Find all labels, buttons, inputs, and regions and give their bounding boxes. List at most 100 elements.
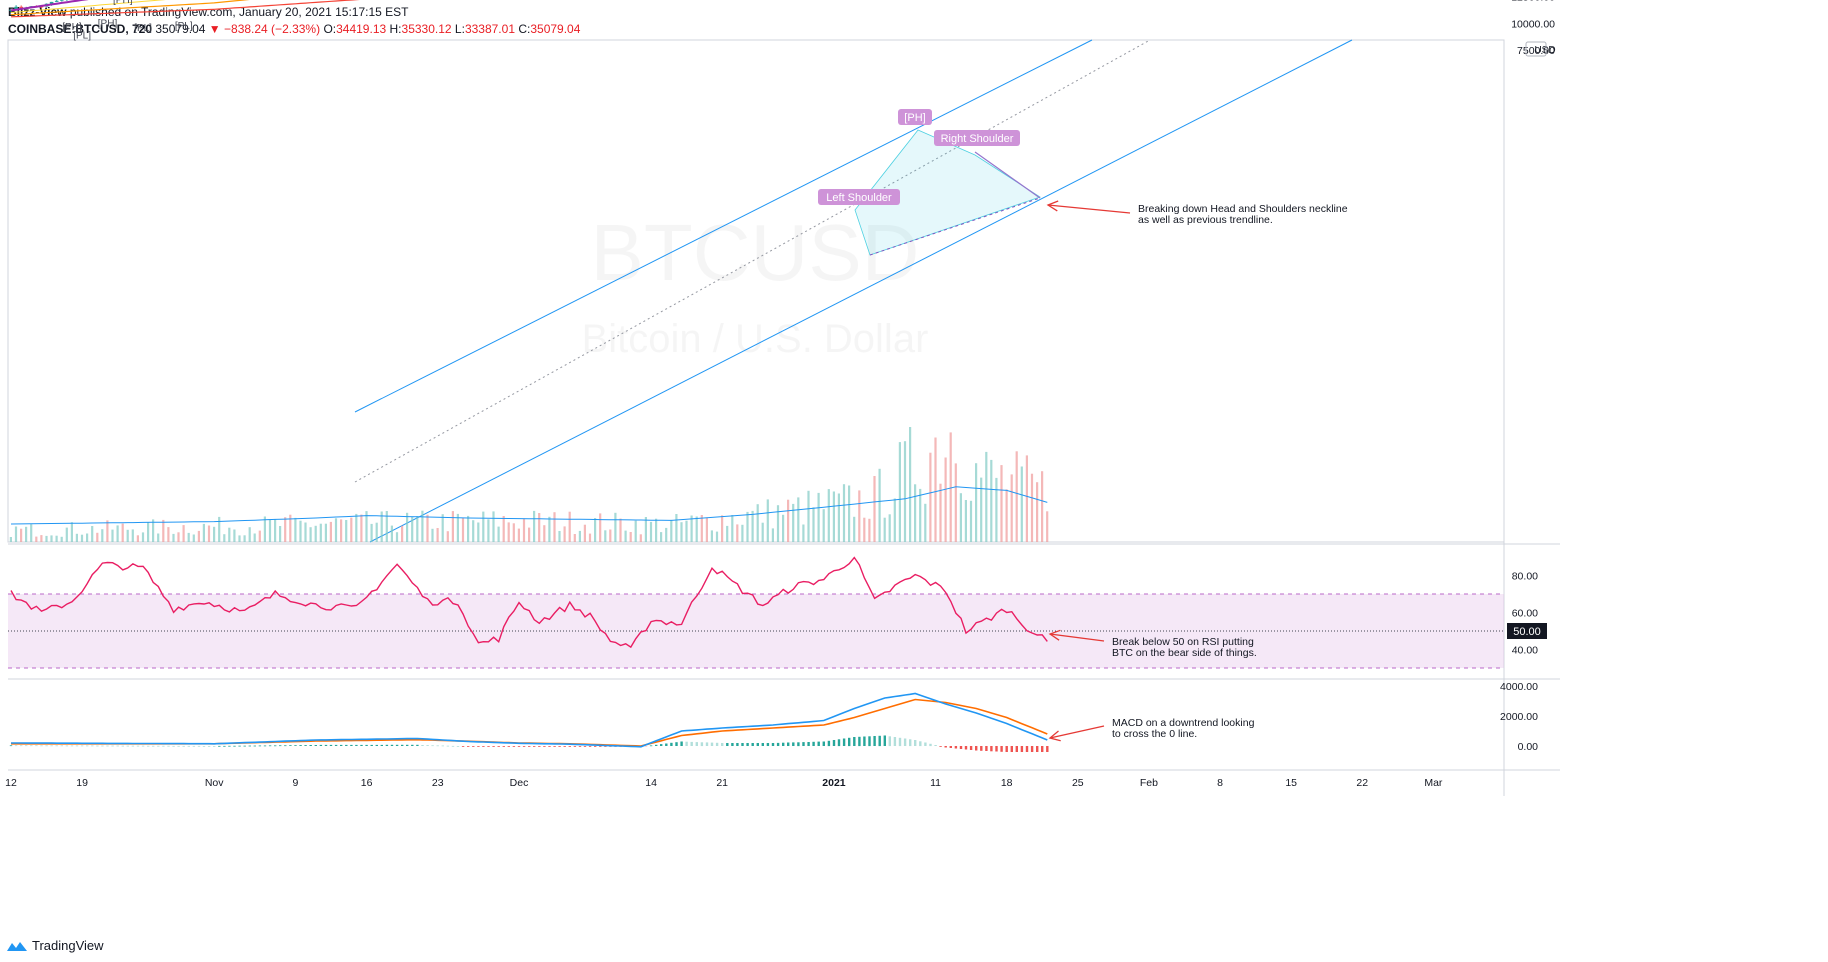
volume-bar xyxy=(903,441,907,542)
macd-histogram-bar xyxy=(213,746,216,747)
volume-bar xyxy=(705,517,708,542)
price-unit-box[interactable] xyxy=(1525,41,1547,57)
volume-bar xyxy=(832,491,835,542)
open-label: O: xyxy=(323,22,337,36)
volume-bar xyxy=(187,532,190,542)
macd-histogram-bar xyxy=(1005,746,1008,752)
macd-histogram-bar xyxy=(365,744,368,746)
open-value: 34419.13 xyxy=(336,22,387,36)
volume-bar xyxy=(634,520,637,542)
footer-brand[interactable]: TradingView xyxy=(32,938,104,953)
channel-upper-line[interactable] xyxy=(354,39,1093,413)
volume-bar xyxy=(995,477,998,542)
macd-line[interactable] xyxy=(11,692,1048,748)
price-annotation[interactable]: Breaking down Head and Shoulders necklin… xyxy=(1138,203,1348,226)
head-shoulders-shape[interactable] xyxy=(854,129,1041,256)
candle-body[interactable] xyxy=(19,6,23,9)
macd-histogram-bar xyxy=(60,745,63,747)
tradingview-logo-icon xyxy=(7,941,27,951)
low-value: 33387.01 xyxy=(464,22,515,36)
published-text: published on TradingView.com, January 20… xyxy=(69,5,409,19)
macd-histogram-bar xyxy=(334,744,338,746)
macd-histogram-bar xyxy=(162,745,165,747)
volume-bar xyxy=(883,517,886,542)
volume-bar xyxy=(599,513,602,542)
macd-histogram-bar xyxy=(827,740,831,747)
volume-bar xyxy=(934,437,937,542)
macd-tick-label: 2000.00 xyxy=(1500,711,1538,723)
high-value: 35330.12 xyxy=(401,22,452,36)
candle-body[interactable] xyxy=(49,1,54,4)
volume-bar xyxy=(253,533,256,542)
ohlc-legend: COINBASE:BTCUSD, 720 35079.04 ▼ −838.24 … xyxy=(8,22,580,36)
volume-bar xyxy=(487,519,490,542)
time-tick-label: 22 xyxy=(1356,777,1368,789)
macd-annotation-line: MACD on a downtrend looking xyxy=(1112,717,1255,729)
macd-histogram-bar xyxy=(1010,746,1013,752)
macd-histogram-bar xyxy=(649,745,653,747)
macd-histogram-bar xyxy=(294,745,297,746)
time-tick-label: 15 xyxy=(1285,777,1297,789)
macd-histogram-bar xyxy=(197,745,201,747)
macd-histogram-bar xyxy=(655,744,658,746)
volume-bar xyxy=(111,529,114,542)
volume-bar xyxy=(279,526,282,542)
volume-bar xyxy=(538,513,541,542)
ema100-line[interactable] xyxy=(10,0,1047,16)
time-tick-label: 16 xyxy=(361,777,373,789)
volume-bar xyxy=(213,526,216,542)
volume-bar xyxy=(182,525,185,542)
volume-bar xyxy=(385,511,388,542)
macd-histogram-bar xyxy=(253,745,256,747)
right-shoulder-label[interactable]: Right Shoulder xyxy=(934,130,1020,146)
macd-histogram-bar xyxy=(40,745,43,747)
volume-bar xyxy=(853,516,856,542)
volume-bar xyxy=(660,532,663,542)
volume-bar xyxy=(136,535,139,542)
time-tick-label: 11 xyxy=(930,777,941,789)
volume-bar xyxy=(812,507,815,542)
macd-histogram-bar xyxy=(340,744,343,746)
volume-bar xyxy=(152,519,155,542)
volume-bar xyxy=(802,524,805,542)
volume-bar xyxy=(563,526,566,542)
macd-histogram-bar xyxy=(101,745,104,747)
time-tick-label: 21 xyxy=(716,777,728,789)
macd-histogram-bar xyxy=(1020,746,1024,752)
watermark-symbol: BTCUSD xyxy=(591,208,920,297)
candle-body[interactable] xyxy=(60,0,64,1)
volume-bar xyxy=(30,524,33,542)
volume-bar xyxy=(558,531,561,542)
candle-body[interactable] xyxy=(54,0,59,2)
macd-histogram-bar xyxy=(375,744,378,746)
macd-histogram-bar xyxy=(370,744,373,746)
volume-bar xyxy=(441,514,444,542)
volume-bar xyxy=(700,515,703,542)
channel-lower-line[interactable] xyxy=(369,39,1353,543)
head-label-text: [PH] xyxy=(904,112,925,124)
volume-bar xyxy=(1036,482,1039,542)
right-shoulder-trend[interactable] xyxy=(974,151,1041,199)
left-shoulder-label[interactable]: Left Shoulder xyxy=(818,189,900,205)
macd-histogram-bar xyxy=(705,742,709,746)
macd-histogram-bar xyxy=(167,745,170,747)
rsi-line[interactable] xyxy=(10,556,1048,649)
channel-median-line[interactable] xyxy=(354,39,1151,483)
macd-histogram-bar xyxy=(446,745,450,747)
volume-bar xyxy=(299,520,302,542)
head-label[interactable]: [PH] xyxy=(898,109,932,125)
ema200-line[interactable] xyxy=(10,0,1047,18)
macd-histogram-bar xyxy=(182,745,185,747)
rsi-annotation-line: BTC on the bear side of things. xyxy=(1112,647,1257,659)
macd-histogram-bar xyxy=(9,745,13,747)
macd-signal-line[interactable] xyxy=(11,698,1048,747)
macd-histogram-bar xyxy=(924,742,927,746)
symbol-label[interactable]: COINBASE:BTCUSD, 720 xyxy=(8,22,153,36)
macd-histogram-bar xyxy=(451,745,455,747)
macd-histogram-bar xyxy=(848,737,851,747)
candle-body[interactable] xyxy=(14,6,18,10)
volume-bar xyxy=(975,463,978,542)
